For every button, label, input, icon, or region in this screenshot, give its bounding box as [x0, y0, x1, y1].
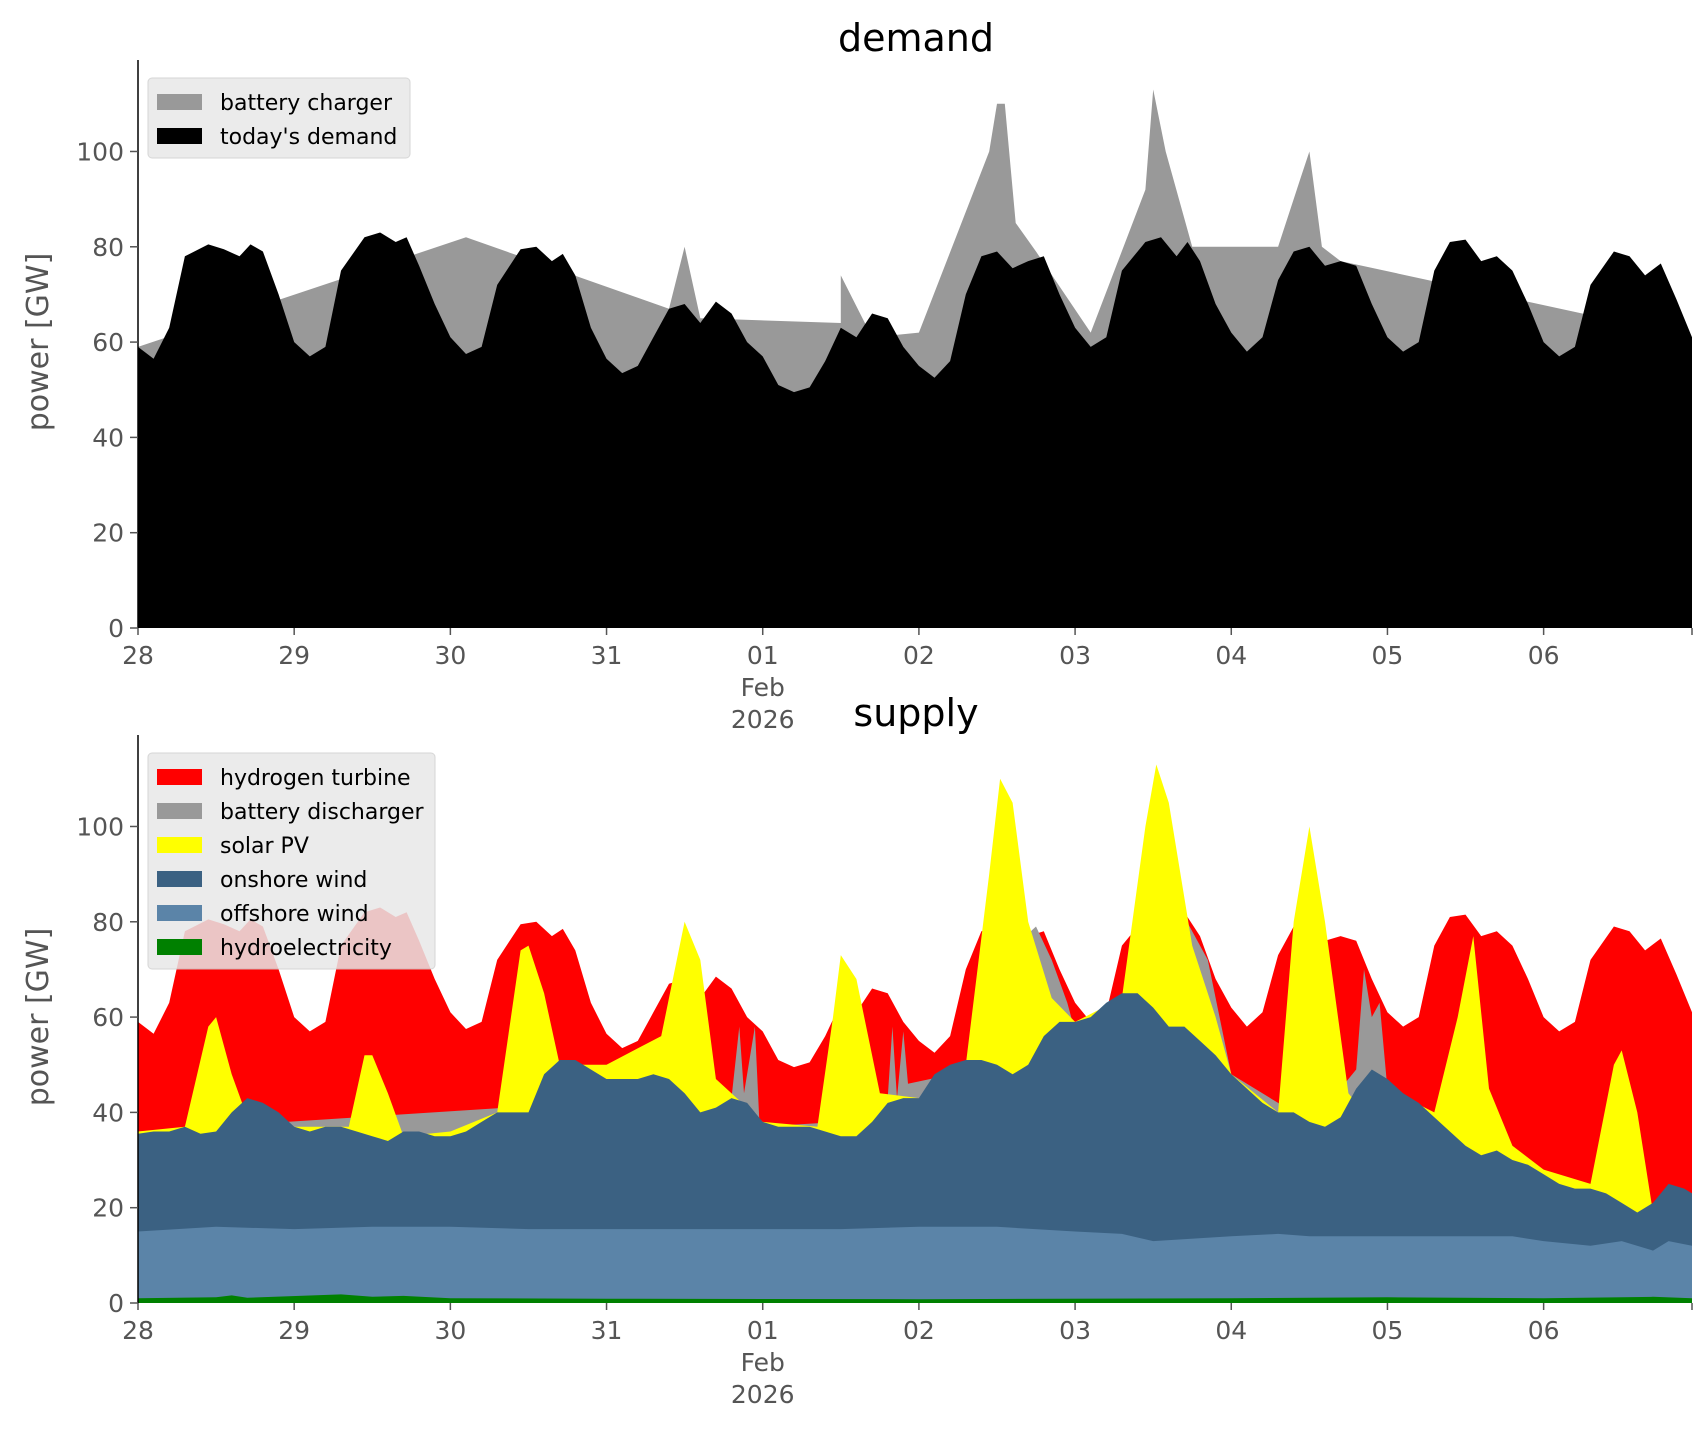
- supply-x-tick-sublabel: Feb: [741, 1348, 785, 1377]
- supply-panel: supply 0 20 40 60 80 100 28 29 30 31 01 Feb 2026 02 03…: [21, 691, 1693, 1409]
- demand-x-tick-label: 01: [747, 641, 779, 670]
- demand-y-tick-label: 80: [92, 233, 124, 262]
- supply-legend-label-hydrogen-turbine: hydrogen turbine: [220, 766, 411, 791]
- demand-x-tick-sublabel: Feb: [741, 673, 785, 702]
- supply-x-tick-label: 28: [122, 1316, 154, 1345]
- demand-y-tick-label: 40: [92, 423, 124, 452]
- supply-y-tick-label: 60: [92, 1003, 124, 1032]
- supply-legend-label-hydroelectricity: hydroelectricity: [220, 936, 392, 961]
- demand-legend-swatch-battery-charger: [157, 94, 202, 110]
- supply-area-onshore-wind: [138, 993, 1692, 1303]
- supply-y-tick-label: 80: [92, 908, 124, 937]
- supply-y-axis-label: power [GW]: [21, 928, 56, 1107]
- demand-y-tick-label: 100: [76, 137, 124, 166]
- supply-plot-area: [138, 764, 1692, 1303]
- supply-y-tick-label: 20: [92, 1194, 124, 1223]
- supply-x-tick-label: 05: [1372, 1316, 1404, 1345]
- demand-y-tick-label: 60: [92, 328, 124, 357]
- demand-y-axis-label: power [GW]: [21, 253, 56, 432]
- demand-x-tick-label: 29: [278, 641, 310, 670]
- supply-x-tick-label: 03: [1059, 1316, 1091, 1345]
- demand-legend: battery charger today's demand: [147, 77, 411, 159]
- supply-y-tick-label: 100: [76, 812, 124, 841]
- demand-x-tick-label: 05: [1372, 641, 1404, 670]
- demand-x-tick-label: 28: [122, 641, 154, 670]
- supply-legend-box: [147, 752, 436, 970]
- demand-x-tick-label: 03: [1059, 641, 1091, 670]
- demand-y-tick-label: 20: [92, 519, 124, 548]
- supply-x-tick-label: 01: [747, 1316, 779, 1345]
- supply-x-tick-label: 04: [1215, 1316, 1247, 1345]
- supply-y-tick-label: 40: [92, 1098, 124, 1127]
- supply-legend-swatch-hydroelectricity: [157, 939, 202, 955]
- demand-x-tick-label: 02: [903, 641, 935, 670]
- supply-legend-swatch-solar-pv: [157, 837, 202, 853]
- supply-x-tick-label: 02: [903, 1316, 935, 1345]
- supply-legend-swatch-hydrogen-turbine: [157, 769, 202, 785]
- demand-axes: 0 20 40 60 80 100 28 29 30 31 01 Feb 2026 02 03 04 05 06: [76, 60, 1693, 734]
- demand-x-tick-label: 04: [1215, 641, 1247, 670]
- supply-legend-label-offshore-wind: offshore wind: [220, 902, 369, 927]
- demand-panel: demand 0 20 40 60 80 100 28 29 30 31 01 Feb 2026 02 03…: [21, 16, 1693, 734]
- supply-axes: 0 20 40 60 80 100 28 29 30 31 01 Feb 2026 02 03 04 05 06: [76, 735, 1693, 1409]
- supply-legend-swatch-onshore-wind: [157, 871, 202, 887]
- supply-area-hydroelectricity: [138, 1294, 1692, 1303]
- demand-x-tick-label: 30: [434, 641, 466, 670]
- supply-x-tick-label: 29: [278, 1316, 310, 1345]
- supply-area-offshore-wind: [138, 1226, 1692, 1303]
- supply-x-tick-label: 06: [1528, 1316, 1560, 1345]
- supply-legend-swatch-offshore-wind: [157, 905, 202, 921]
- supply-legend-swatch-battery-discharger: [157, 803, 202, 819]
- supply-legend: hydrogen turbine battery discharger solar …: [147, 752, 436, 970]
- demand-plot-area: [138, 89, 1692, 628]
- demand-legend-box: [147, 77, 411, 159]
- demand-legend-label-today-s-demand: today's demand: [220, 125, 397, 150]
- demand-y-tick-label: 0: [108, 614, 124, 643]
- supply-x-tick-label: 30: [434, 1316, 466, 1345]
- demand-x-tick-label: 31: [591, 641, 623, 670]
- supply-y-tick-label: 0: [108, 1289, 124, 1318]
- supply-legend-label-onshore-wind: onshore wind: [220, 868, 367, 893]
- demand-title: demand: [838, 16, 994, 60]
- supply-legend-label-battery-discharger: battery discharger: [220, 800, 425, 825]
- demand-legend-swatch-today-s-demand: [157, 128, 202, 144]
- demand-area-today-s-demand: [138, 232, 1692, 628]
- demand-x-tick-label: 06: [1528, 641, 1560, 670]
- demand-x-tick-sublabel: 2026: [731, 705, 795, 734]
- supply-legend-label-solar-pv: solar PV: [220, 834, 309, 859]
- supply-title: supply: [853, 691, 978, 735]
- supply-x-tick-label: 31: [591, 1316, 623, 1345]
- demand-legend-label-battery-charger: battery charger: [220, 91, 393, 116]
- supply-x-tick-sublabel: 2026: [731, 1380, 795, 1409]
